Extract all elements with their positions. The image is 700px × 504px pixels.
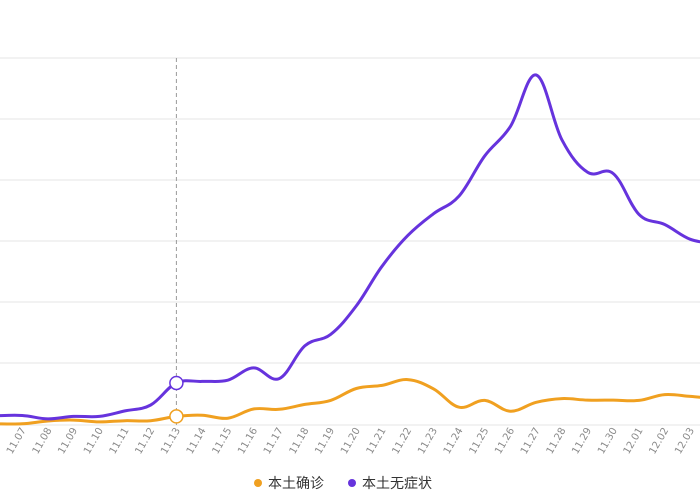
x-tick-label: 11.07 — [5, 426, 29, 456]
x-tick-label: 11.25 — [468, 426, 492, 456]
x-tick-label: 11.19 — [313, 426, 337, 456]
series-line-2 — [0, 73, 700, 421]
hover-markers — [169, 375, 184, 424]
x-tick-label: 11.11 — [108, 426, 132, 456]
legend-item-2[interactable]: 本土无症状 — [348, 476, 432, 492]
legend[interactable]: 本土确诊 本土无症状 — [254, 476, 432, 492]
legend-label: 本土无症状 — [362, 476, 432, 492]
x-tick-label: 12.02 — [647, 426, 671, 456]
grid-lines — [0, 57, 700, 426]
x-tick-label: 11.28 — [545, 426, 569, 456]
x-tick-label: 12.01 — [622, 426, 646, 456]
x-tick-label: 11.23 — [416, 426, 440, 456]
x-tick-label: 11.20 — [339, 426, 363, 456]
x-tick-label: 11.16 — [236, 426, 260, 456]
x-tick-label: 11.14 — [185, 426, 209, 456]
x-tick-label: 11.08 — [31, 426, 55, 456]
x-tick-label: 11.22 — [390, 426, 414, 456]
x-tick-label: 11.30 — [596, 426, 620, 456]
legend-dot-icon — [254, 479, 262, 487]
x-tick-label: 11.27 — [519, 426, 543, 456]
x-tick-label: 11.24 — [442, 426, 466, 456]
x-tick-label: 11.29 — [570, 426, 594, 456]
x-tick-label: 11.17 — [262, 426, 286, 456]
x-tick-label: 11.10 — [82, 426, 106, 456]
series-line-1 — [0, 378, 700, 426]
x-tick-label: 11.21 — [365, 426, 389, 456]
x-tick-label: 11.09 — [56, 426, 80, 456]
x-tick-label: 11.18 — [288, 426, 312, 456]
hover-point-series-2 — [169, 375, 184, 391]
series-lines — [0, 73, 700, 426]
x-tick-label: 11.13 — [159, 426, 183, 456]
legend-dot-icon — [348, 479, 356, 487]
legend-item-1[interactable]: 本土确诊 — [254, 476, 324, 492]
x-tick-label: 11.15 — [211, 426, 235, 456]
x-tick-label: 11.12 — [133, 426, 157, 456]
x-tick-label: 12.03 — [673, 426, 697, 456]
legend-label: 本土确诊 — [268, 476, 324, 492]
x-axis: 11.07 11.08 11.09 11.10 11.11 11.12 11.13 11.14… — [5, 426, 697, 456]
hover-point-series-1 — [169, 409, 184, 424]
x-tick-label: 11.26 — [493, 426, 517, 456]
